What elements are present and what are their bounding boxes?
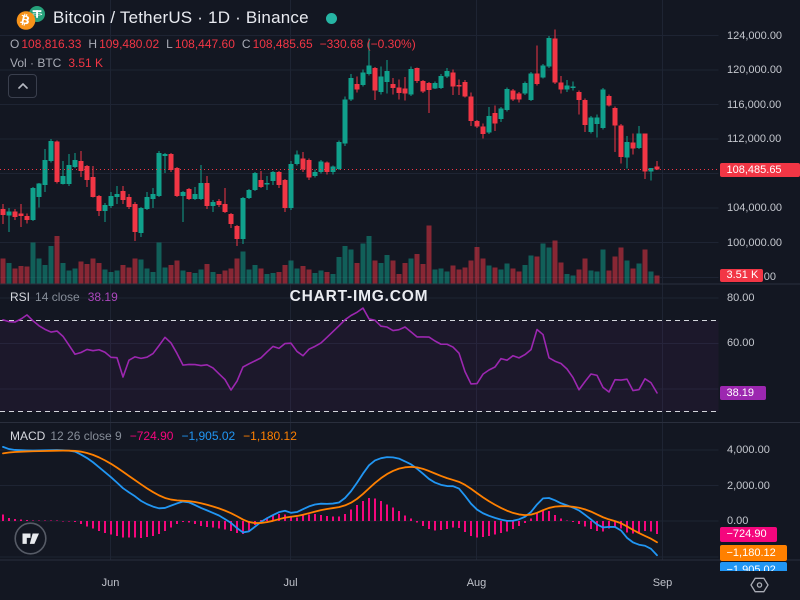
price-axis-label: 100,000.00 [727, 236, 783, 249]
tradingview-logo[interactable] [14, 521, 47, 555]
macd-name: MACD [10, 429, 46, 443]
macd-axis-label: 2,000.00 [727, 479, 770, 492]
time-axis-label[interactable]: Sep [652, 577, 673, 589]
macd-hist-value: −724.90 [129, 429, 174, 443]
macd-line-badge-clip: −1,905.02 [719, 562, 787, 572]
watermark: CHART-IMG.COM [289, 288, 429, 305]
ohlc-legend: O 108,816.33 H 109,480.02 L 108,447.60 C… [10, 37, 416, 51]
time-axis-label[interactable]: Jun [101, 577, 120, 589]
low-value: 108,447.60 [174, 37, 235, 51]
price-axis-label: 124,000.00 [727, 29, 783, 42]
macd-hist-badge: −724.90 [719, 526, 777, 542]
high-label: H [88, 37, 98, 51]
rsi-name: RSI [10, 290, 31, 304]
close-value: 108,485.65 [252, 37, 313, 51]
chevron-up-icon [17, 83, 28, 89]
macd-line-badge: −1,905.02 [719, 562, 787, 572]
volume-legend: Vol · BTC 3.51 K [10, 56, 103, 70]
low-label: L [166, 37, 173, 51]
high-value: 109,480.02 [99, 37, 160, 51]
macd-axis-label: 0.00 [727, 515, 749, 528]
macd-signal-value: −1,180.12 [243, 429, 297, 443]
macd-params: 12 26 close 9 [50, 429, 122, 443]
time-axis-label[interactable]: Jul [283, 577, 298, 589]
last-price-badge: 108,485.65 [719, 162, 800, 177]
symbol-header: Bitcoin / TetherUS · 1D · Binance [14, 5, 337, 31]
price-axis-label: 112,000.00 [727, 133, 782, 146]
price-axis-label: 116,000.00 [727, 98, 782, 111]
open-value: 108,816.33 [21, 37, 82, 51]
rsi-legend: RSI 14 close 38.19 [10, 290, 118, 304]
rsi-value: 38.19 [87, 290, 118, 304]
rsi-badge: 38.19 [719, 385, 766, 400]
change-value: −330.68 (−0.30%) [319, 37, 416, 51]
rsi-axis-label: 80.00 [727, 292, 755, 304]
volume-badge: 3.51 K [719, 268, 763, 282]
symbol-title: Bitcoin / TetherUS · 1D · Binance [53, 8, 309, 27]
rsi-axis-label: 60.00 [727, 337, 755, 350]
close-label: C [241, 37, 251, 51]
rsi-params: 14 close [35, 290, 80, 304]
macd-line-value: −1,905.02 [181, 429, 236, 443]
macd-axis-label: 4,000.00 [727, 443, 770, 456]
price-axis-label: 120,000.00 [727, 64, 783, 77]
settings-hexagon-icon[interactable] [750, 577, 769, 593]
market-status-icon[interactable] [325, 12, 337, 24]
volume-value: 3.51 K [68, 56, 104, 70]
time-axis-label[interactable]: Aug [466, 577, 487, 589]
volume-label: Vol · BTC [10, 56, 62, 70]
macd-signal-badge: −1,180.12 [719, 545, 787, 562]
open-label: O [10, 37, 20, 51]
symbol-logo-icon [16, 6, 45, 30]
price-axis-label: 104,000.00 [727, 202, 783, 215]
collapse-button[interactable] [8, 74, 37, 98]
macd-legend: MACD 12 26 close 9 −724.90 −1,905.02 −1,… [10, 429, 297, 443]
